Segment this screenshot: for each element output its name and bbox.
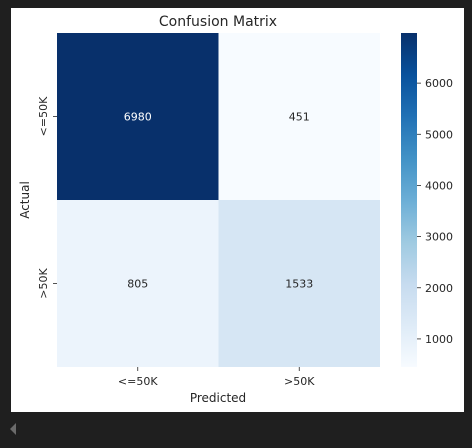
scroll-left-icon[interactable] bbox=[10, 423, 16, 435]
y-tick-label: <=50K bbox=[37, 96, 50, 136]
x-tick-label: <=50K bbox=[118, 375, 158, 388]
heatmap-cell bbox=[218, 33, 380, 200]
chart-title: Confusion Matrix bbox=[159, 14, 277, 30]
y-axis-label: Actual bbox=[18, 181, 32, 219]
y-axis-ticks: <=50K >50K bbox=[37, 96, 57, 299]
colorbar-tick-label: 5000 bbox=[425, 128, 453, 141]
heatmap-cells bbox=[57, 33, 380, 367]
colorbar-tick-label: 2000 bbox=[425, 282, 453, 295]
colorbar-tick-label: 6000 bbox=[425, 77, 453, 90]
colorbar-tick-label: 4000 bbox=[425, 179, 453, 192]
cell-value-label: 805 bbox=[127, 278, 148, 291]
heatmap-cell bbox=[218, 200, 380, 367]
y-tick-label: >50K bbox=[37, 268, 50, 299]
heatmap-cell bbox=[57, 200, 219, 367]
colorbar-tick-label: 1000 bbox=[425, 333, 453, 346]
x-axis-ticks: <=50K >50K bbox=[118, 367, 315, 388]
heatmap-cell-labels: 6980 451 805 1533 bbox=[124, 111, 314, 291]
cell-value-label: 451 bbox=[289, 111, 310, 124]
confusion-matrix-chart: Confusion Matrix 6980 451 805 1533 <=50K >50… bbox=[18, 14, 453, 405]
cell-value-label: 6980 bbox=[124, 111, 152, 124]
cell-value-label: 1533 bbox=[285, 278, 313, 291]
heatmap-cell bbox=[57, 33, 219, 200]
x-axis-label: Predicted bbox=[190, 391, 246, 405]
colorbar-ticks: 1000 2000 3000 4000 5000 6000 bbox=[417, 77, 453, 346]
output-footer bbox=[0, 412, 472, 448]
colorbar bbox=[401, 33, 417, 367]
colorbar-tick-label: 3000 bbox=[425, 231, 453, 244]
x-tick-label: >50K bbox=[284, 375, 315, 388]
